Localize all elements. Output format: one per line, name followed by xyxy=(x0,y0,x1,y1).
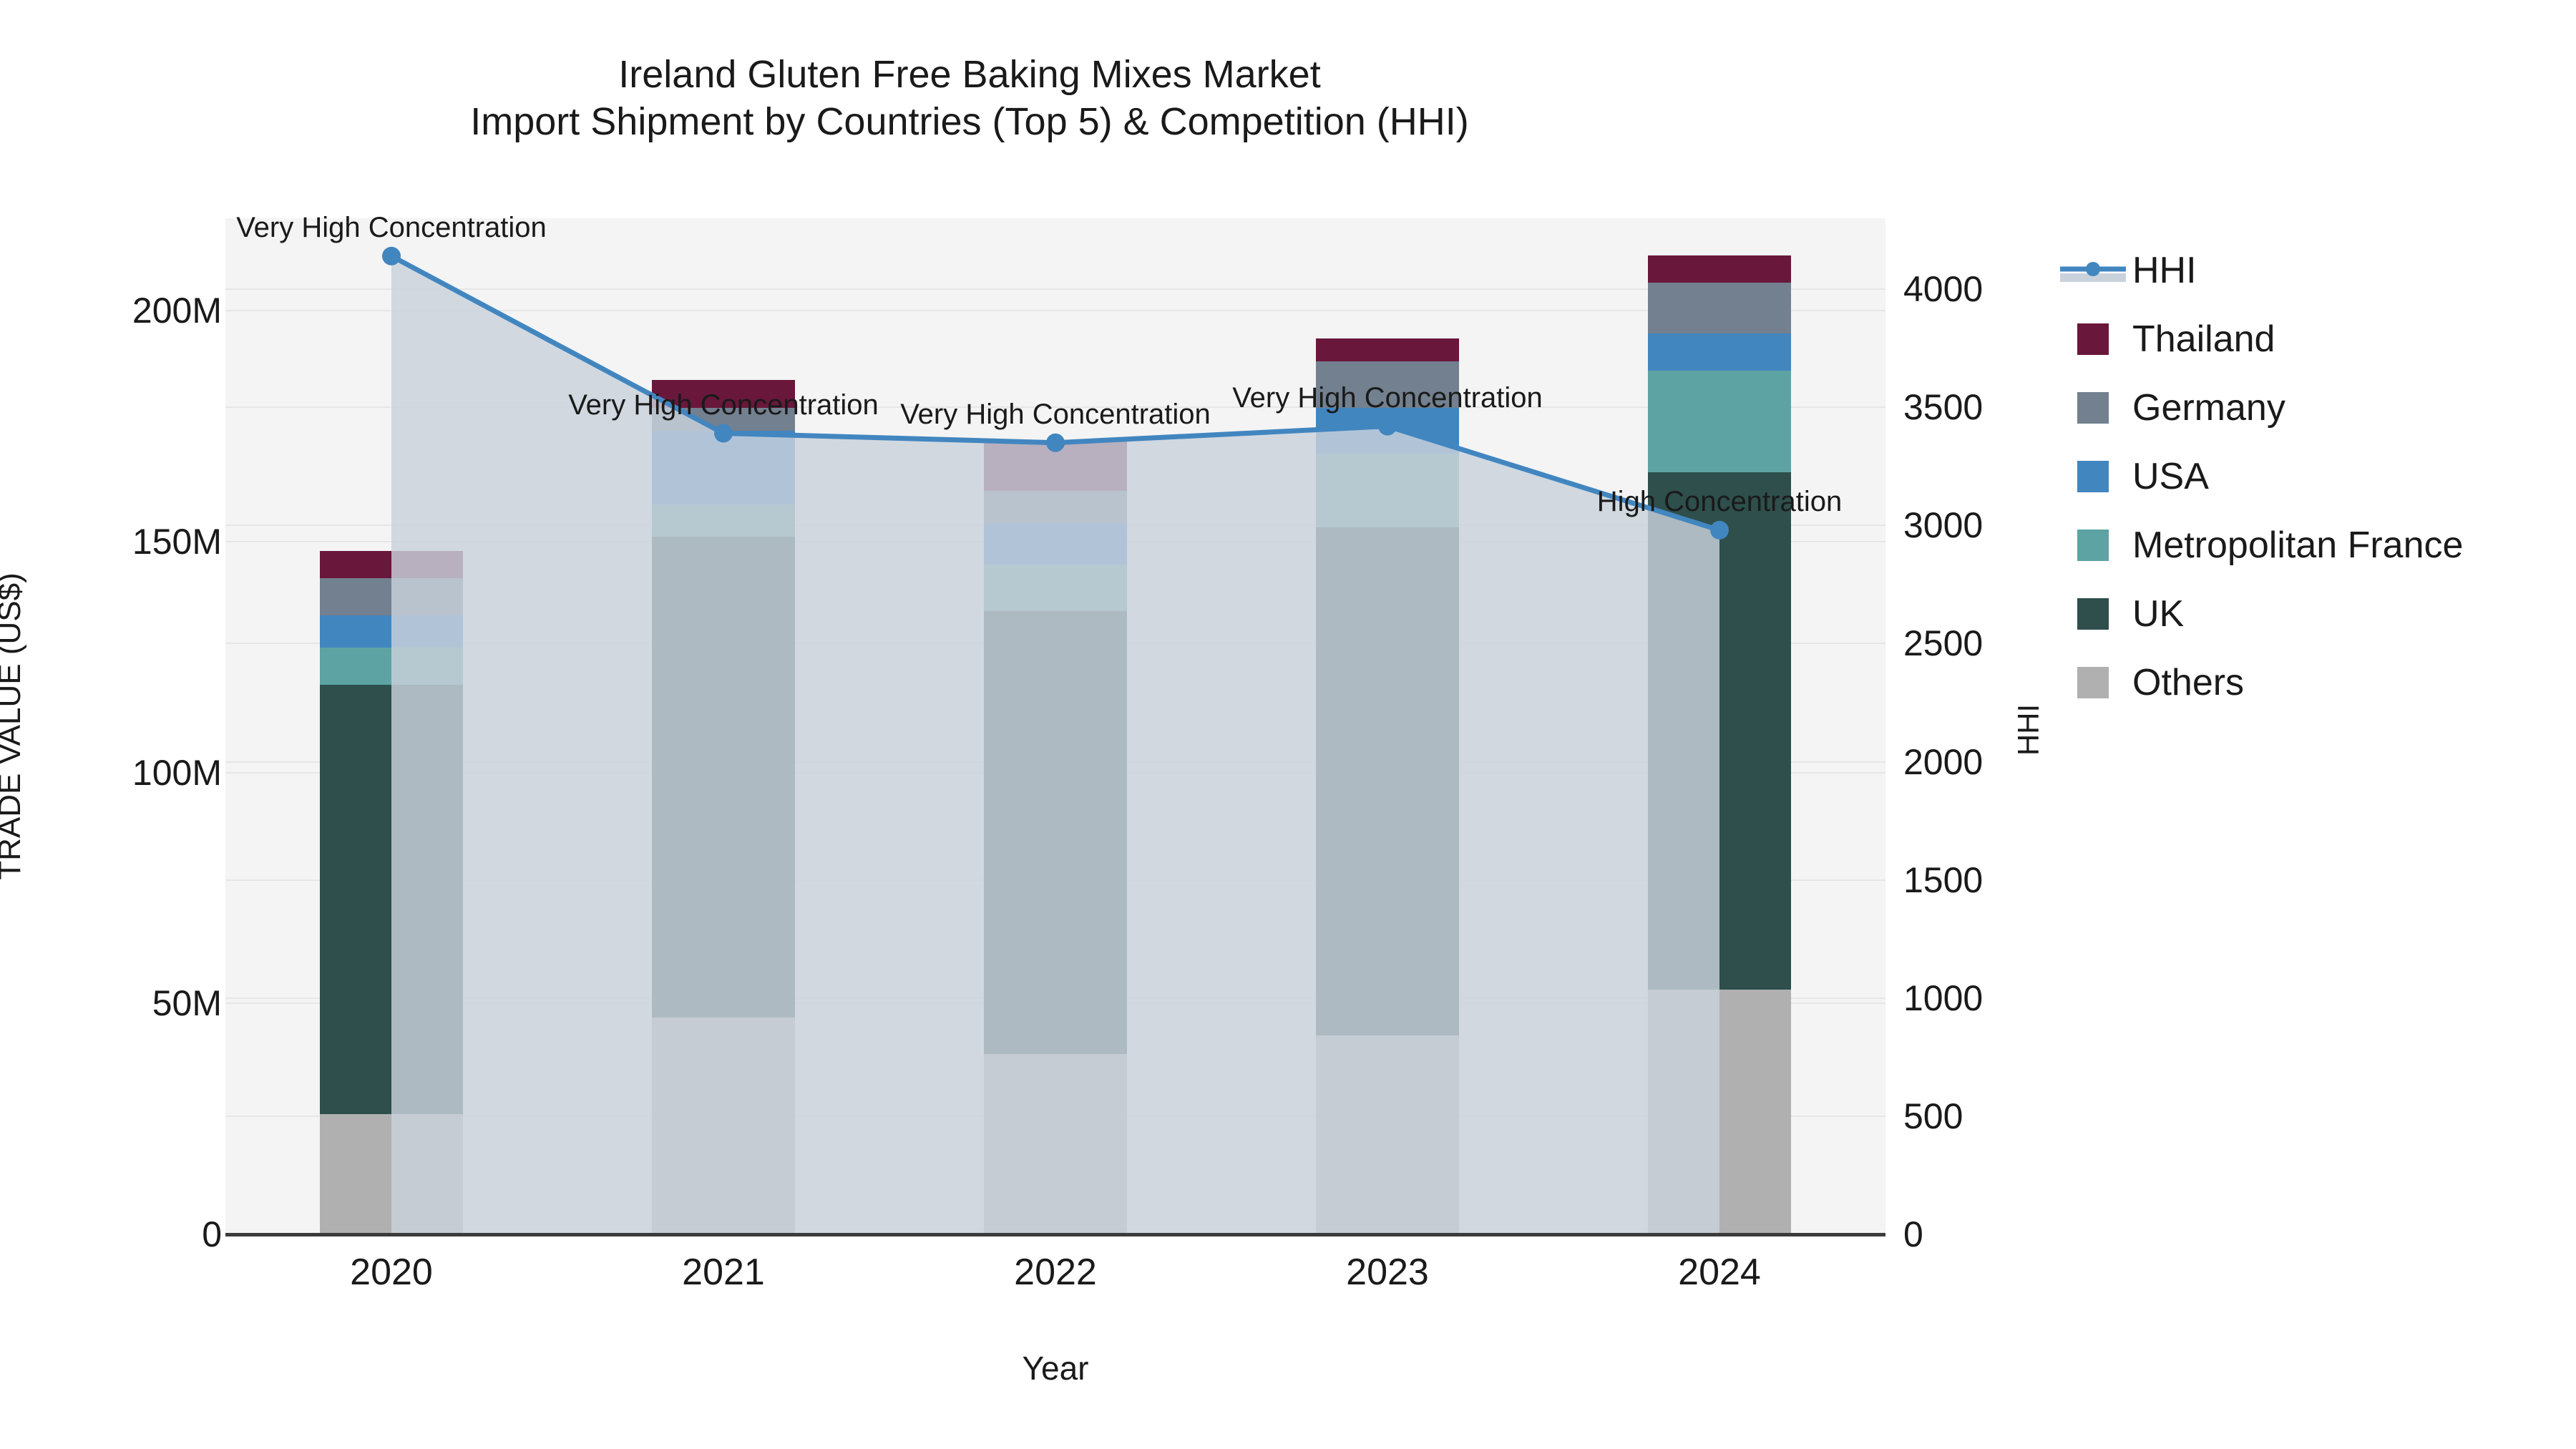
legend-item-label: Thailand xyxy=(2132,318,2275,360)
bar-segment-others-2020[interactable] xyxy=(320,1114,463,1234)
x-axis-tick-label-2023: 2023 xyxy=(1346,1252,1429,1293)
bar-segment-uk-2024[interactable] xyxy=(1648,472,1791,990)
bar-segment-thailand-2023[interactable] xyxy=(1316,338,1459,362)
bar-segment-metropolitan-france-2024[interactable] xyxy=(1648,371,1791,472)
y-axis-right-tick-label: 4000 xyxy=(1903,269,1984,310)
color-swatch-icon xyxy=(2077,598,2109,630)
hhi-annotation-2024: High Concentration xyxy=(1596,485,1843,517)
y-axis-left-title: TRADE VALUE (US$) xyxy=(0,572,27,880)
bar-segment-others-2024[interactable] xyxy=(1648,989,1791,1234)
color-swatch-icon xyxy=(2077,667,2109,698)
y-axis-right-tick-label: 500 xyxy=(1903,1096,1963,1136)
color-swatch-icon xyxy=(2054,667,2132,698)
color-swatch-icon xyxy=(2054,530,2132,561)
legend-item-label: Germany xyxy=(2132,387,2285,429)
y-axis-right-tick-label: 1000 xyxy=(1903,977,1984,1018)
color-swatch-icon xyxy=(2054,323,2132,355)
y-axis-left-tick-label: 150M xyxy=(132,521,222,562)
legend-item-label: Metropolitan France xyxy=(2132,525,2464,566)
y-axis-right-tick-label: 3000 xyxy=(1903,505,1984,546)
legend-item-label: UK xyxy=(2132,593,2185,635)
chart-legend: HHI Thailand Germany USA Metropolitan France… xyxy=(2054,236,2463,717)
legend-item-label: HHI xyxy=(2132,250,2197,291)
bar-segment-germany-2022[interactable] xyxy=(984,490,1127,523)
chart-title-line-2: Import Shipment by Countries (Top 5) & C… xyxy=(470,99,1469,143)
y-axis-right-tick-label: 2500 xyxy=(1903,623,1984,664)
bar-segment-usa-2020[interactable] xyxy=(320,615,463,648)
y-axis-left-tick-label: 50M xyxy=(152,983,222,1024)
legend-item-metropolitan-france[interactable]: Metropolitan France xyxy=(2054,511,2463,580)
line-marker-icon xyxy=(2054,256,2132,285)
chart-title-line-1: Ireland Gluten Free Baking Mixes Market xyxy=(618,53,1321,96)
hhi-annotation-2020: Very High Concentration xyxy=(236,211,547,243)
y-axis-left-tick-label: 0 xyxy=(202,1214,222,1254)
x-axis-tick-label-2021: 2021 xyxy=(682,1252,765,1293)
legend-item-hhi[interactable]: HHI xyxy=(2054,236,2463,305)
bar-segment-metropolitan-france-2020[interactable] xyxy=(320,648,463,685)
legend-item-label: Others xyxy=(2132,662,2245,703)
bar-segment-uk-2022[interactable] xyxy=(984,610,1127,1055)
y-axis-right-tick-label: 0 xyxy=(1903,1214,1923,1254)
hhi-annotation-2022: Very High Concentration xyxy=(900,398,1211,430)
gridline xyxy=(225,310,1885,312)
legend-item-germany[interactable]: Germany xyxy=(2054,374,2463,442)
bar-segment-metropolitan-france-2022[interactable] xyxy=(984,565,1127,611)
hhi-annotation-2021: Very High Concentration xyxy=(568,389,879,421)
bar-segment-others-2021[interactable] xyxy=(652,1017,795,1234)
legend-item-others[interactable]: Others xyxy=(2054,648,2463,717)
x-axis-line xyxy=(225,1233,1885,1236)
y-axis-left-tick-label: 100M xyxy=(132,752,222,793)
bar-segment-germany-2024[interactable] xyxy=(1648,283,1791,334)
bar-segment-metropolitan-france-2023[interactable] xyxy=(1316,454,1459,528)
color-swatch-icon xyxy=(2077,461,2109,492)
bar-segment-usa-2023[interactable] xyxy=(1316,407,1459,454)
hhi-annotation-2023: Very High Concentration xyxy=(1232,381,1543,414)
x-axis-tick-label-2024: 2024 xyxy=(1678,1252,1761,1293)
color-swatch-icon xyxy=(2054,392,2132,424)
x-axis-tick-label-2022: 2022 xyxy=(1014,1252,1097,1293)
bar-segment-usa-2021[interactable] xyxy=(652,430,795,505)
color-swatch-icon xyxy=(2054,461,2132,492)
bar-segment-germany-2020[interactable] xyxy=(320,578,463,616)
color-swatch-icon xyxy=(2077,323,2109,355)
gridline xyxy=(225,288,1885,291)
color-swatch-icon xyxy=(2077,530,2109,561)
legend-item-label: USA xyxy=(2132,456,2209,497)
bar-segment-others-2022[interactable] xyxy=(984,1054,1127,1234)
bar-segment-thailand-2024[interactable] xyxy=(1648,255,1791,283)
y-axis-left-tick-label: 200M xyxy=(132,291,222,331)
bar-segment-thailand-2022[interactable] xyxy=(984,439,1127,491)
y-axis-right-tick-label: 1500 xyxy=(1903,859,1984,900)
color-swatch-icon xyxy=(2077,392,2109,424)
y-axis-right-tick-label: 2000 xyxy=(1903,741,1984,782)
y-axis-right-title: HHI xyxy=(2011,703,2045,756)
bar-segment-usa-2024[interactable] xyxy=(1648,333,1791,371)
bar-segment-usa-2022[interactable] xyxy=(984,523,1127,565)
bar-segment-uk-2020[interactable] xyxy=(320,684,463,1115)
legend-item-usa[interactable]: USA xyxy=(2054,442,2463,511)
x-axis-tick-label-2020: 2020 xyxy=(350,1252,433,1293)
bar-segment-others-2023[interactable] xyxy=(1316,1035,1459,1234)
y-axis-right-tick-label: 3500 xyxy=(1903,387,1984,428)
color-swatch-icon xyxy=(2054,598,2132,630)
bar-segment-thailand-2020[interactable] xyxy=(320,550,463,579)
legend-item-uk[interactable]: UK xyxy=(2054,580,2463,648)
x-axis-title: Year xyxy=(1022,1350,1089,1387)
bar-segment-uk-2023[interactable] xyxy=(1316,527,1459,1036)
bar-segment-uk-2021[interactable] xyxy=(652,537,795,1018)
bar-segment-metropolitan-france-2021[interactable] xyxy=(652,504,795,537)
chart-title: Ireland Gluten Free Baking Mixes Market … xyxy=(0,52,1939,146)
legend-item-thailand[interactable]: Thailand xyxy=(2054,305,2463,374)
